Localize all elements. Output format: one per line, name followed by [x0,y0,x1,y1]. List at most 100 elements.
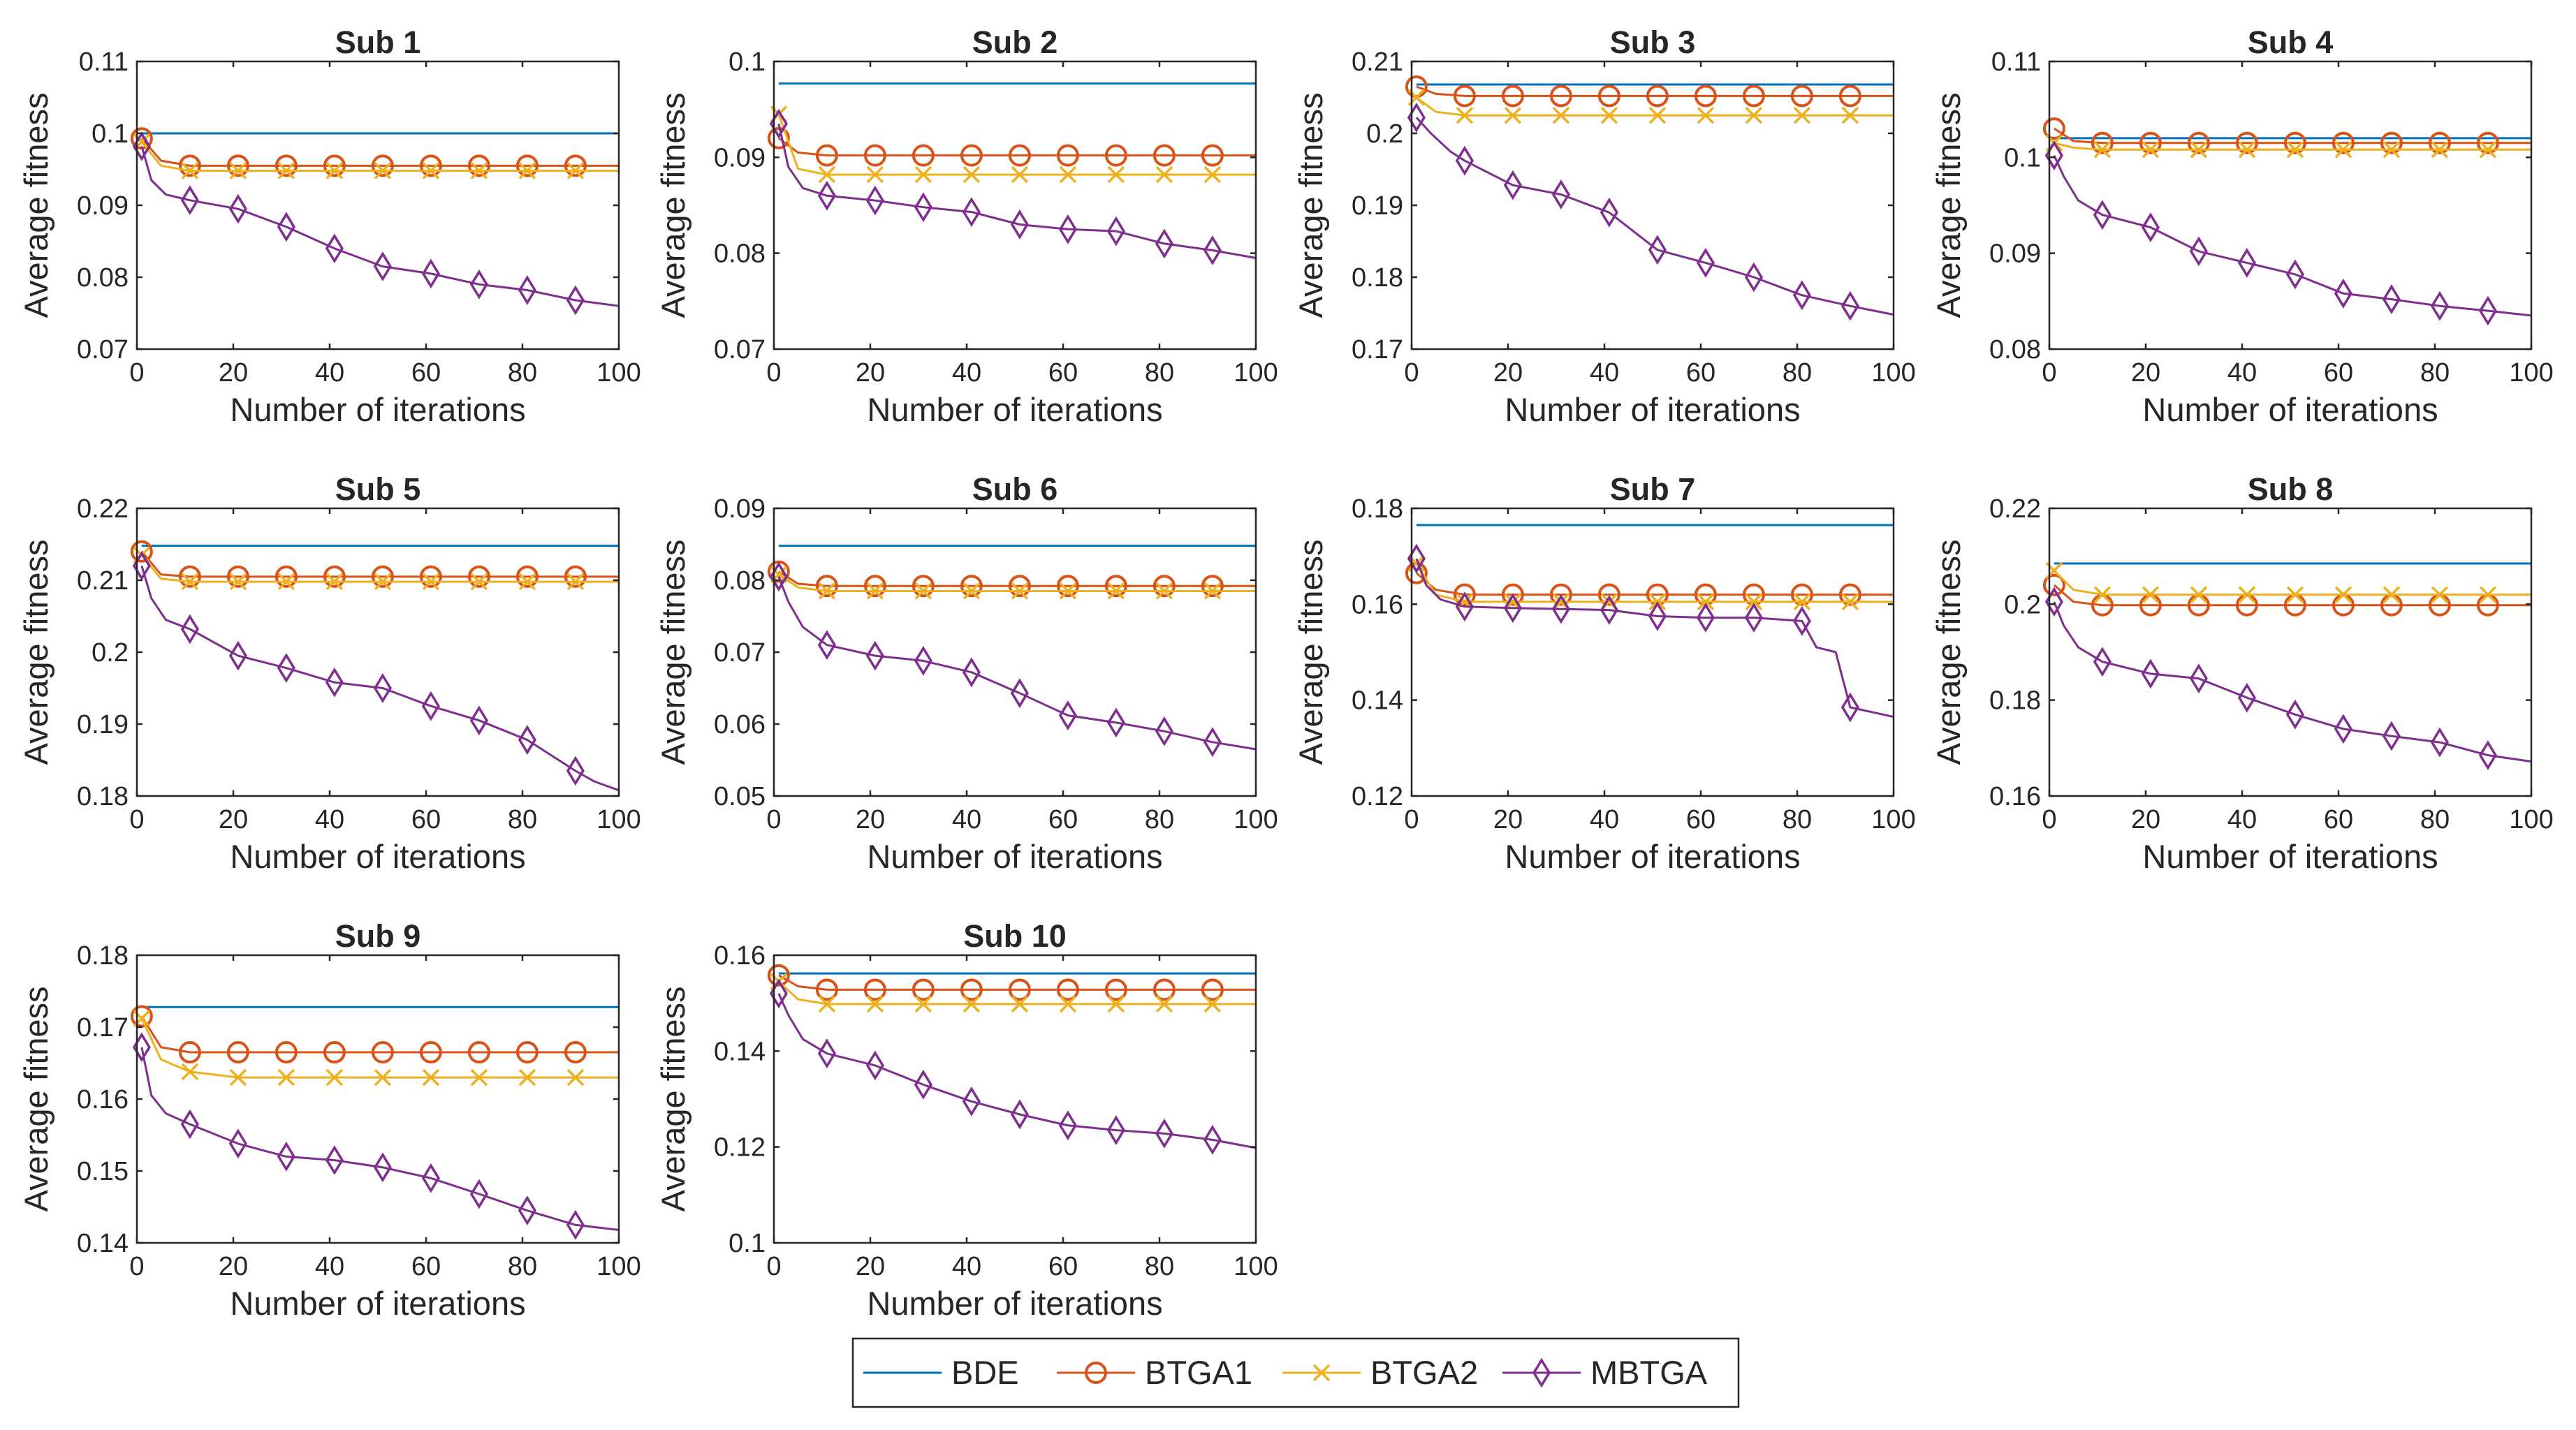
y-tick-label: 0.12 [714,1133,766,1163]
data-point-mbtga [2478,295,2497,326]
y-tick-label: 0.09 [1989,239,2041,269]
x-tick-label: 20 [219,1252,248,1281]
data-point-btga2 [2383,586,2401,603]
data-point-btga1 [2380,131,2403,154]
legend-entry-btga1: BTGA1 [1057,1354,1252,1391]
data-point-btga2 [1107,582,1125,600]
legend: BDE BTGA1 BTGA2 MBTGA [851,1337,1740,1408]
data-point-mbtga [1155,228,1173,259]
y-tick-label: 0.2 [2004,590,2041,619]
data-point-btga2 [1793,593,1811,611]
data-point-btga1 [1056,144,1079,167]
data-point-mbtga [2334,714,2352,744]
data-point-btga1 [1008,144,1031,167]
x-tick-label: 20 [1493,805,1523,834]
data-point-btga1 [2042,573,2065,596]
y-axis-label: Average fitness [17,539,54,765]
data-point-mbtga [180,1109,199,1140]
data-point-btga2 [1697,593,1715,611]
series-line-btga2 [778,573,1256,592]
data-point-btga2 [2142,586,2160,603]
data-point-mbtga [865,1050,884,1081]
axes-frame [2048,60,2533,351]
series-btga2 [2045,562,2531,603]
data-point-btga2 [2479,141,2497,159]
data-point-mbtga [228,193,247,224]
x-tick-label: 80 [1145,805,1174,834]
data-point-btga1 [1104,978,1127,1001]
data-point-btga2 [1011,582,1029,600]
x-tick-label: 40 [315,358,344,388]
data-point-btga1 [1008,978,1031,1001]
data-point-mbtga [1155,716,1173,746]
x-tick-label: 100 [1871,805,1915,834]
data-point-btga2 [1648,107,1667,124]
data-point-mbtga [962,1086,981,1116]
data-point-btga2 [1155,165,1173,184]
data-point-mbtga [1648,601,1667,631]
data-point-btga2 [566,1068,585,1086]
x-tick-label: 60 [2324,805,2353,834]
data-point-btga1 [1152,978,1176,1001]
y-axis-label: Average fitness [17,986,54,1211]
series-btga1 [767,964,1256,1001]
data-point-btga2 [1203,582,1222,600]
legend-label: BDE [951,1354,1019,1391]
x-axis-label: Number of iterations [867,1285,1162,1322]
y-axis-label: Average fitness [654,539,691,765]
data-point-btga1 [2042,117,2065,140]
y-axis-label: Average fitness [17,92,54,318]
data-point-btga1 [815,575,838,598]
data-point-mbtga [865,185,884,216]
data-point-btga1 [960,978,983,1001]
data-point-mbtga [1058,1110,1077,1141]
x-tick-label: 40 [952,358,981,388]
x-tick-label: 100 [597,805,641,834]
legend-swatch-marker [1085,1362,1107,1384]
data-point-btga2 [2334,586,2352,603]
data-point-btga1 [1152,144,1176,167]
data-point-btga2 [1011,165,1029,184]
data-point-btga1 [1104,144,1127,167]
subplot-grid: 0 20 40 60 80 100 0.07 0.08 0.09 0.1 0.11 Sub 1 Numb… [17,24,2554,1322]
x-tick-label: 60 [411,1252,441,1281]
series-btga2 [133,133,619,179]
data-point-btga2 [374,1068,392,1086]
y-tick-label: 0.19 [1352,191,1403,221]
data-point-mbtga [962,657,981,688]
data-point-btga1 [2428,131,2451,154]
legend-box [851,1337,1740,1408]
data-point-mbtga [277,1142,295,1172]
subplot-title: Sub 5 [335,471,421,507]
data-point-btga1 [1056,978,1079,1001]
x-tick-label: 60 [411,358,441,388]
data-point-btga2 [1600,107,1618,124]
y-axis-label: Average fitness [654,92,691,318]
x-tick-label: 40 [2227,358,2257,388]
data-point-btga1 [2235,131,2258,154]
y-tick-label: 0.18 [1989,686,2041,716]
subplot-title: Sub 6 [972,471,1058,507]
y-tick-label: 0.16 [714,941,766,971]
data-point-btga2 [325,162,344,179]
y-axis-label: Average fitness [1292,539,1329,765]
data-point-btga2 [470,573,488,591]
y-tick-label: 0.09 [77,191,129,221]
x-tick-label: 20 [856,358,885,388]
data-point-mbtga [817,1038,836,1069]
data-point-mbtga [1010,209,1029,239]
plot-area [137,955,619,1243]
series-mbtga [2044,587,2532,770]
subplot-title: Sub 9 [335,918,421,954]
y-tick-label: 0.17 [1352,335,1403,364]
data-point-btga1 [226,1041,249,1064]
data-point-btga1 [1549,84,1572,108]
legend-entry-mbtga: MBTGA [1502,1354,1708,1391]
data-point-btga1 [1453,583,1476,606]
x-tick-label: 40 [2227,805,2257,834]
data-point-btga1 [1201,575,1224,598]
x-tick-label: 100 [2509,805,2553,834]
data-point-mbtga [1203,235,1222,265]
data-point-btga2 [2238,141,2256,159]
data-point-btga2 [2190,141,2208,159]
